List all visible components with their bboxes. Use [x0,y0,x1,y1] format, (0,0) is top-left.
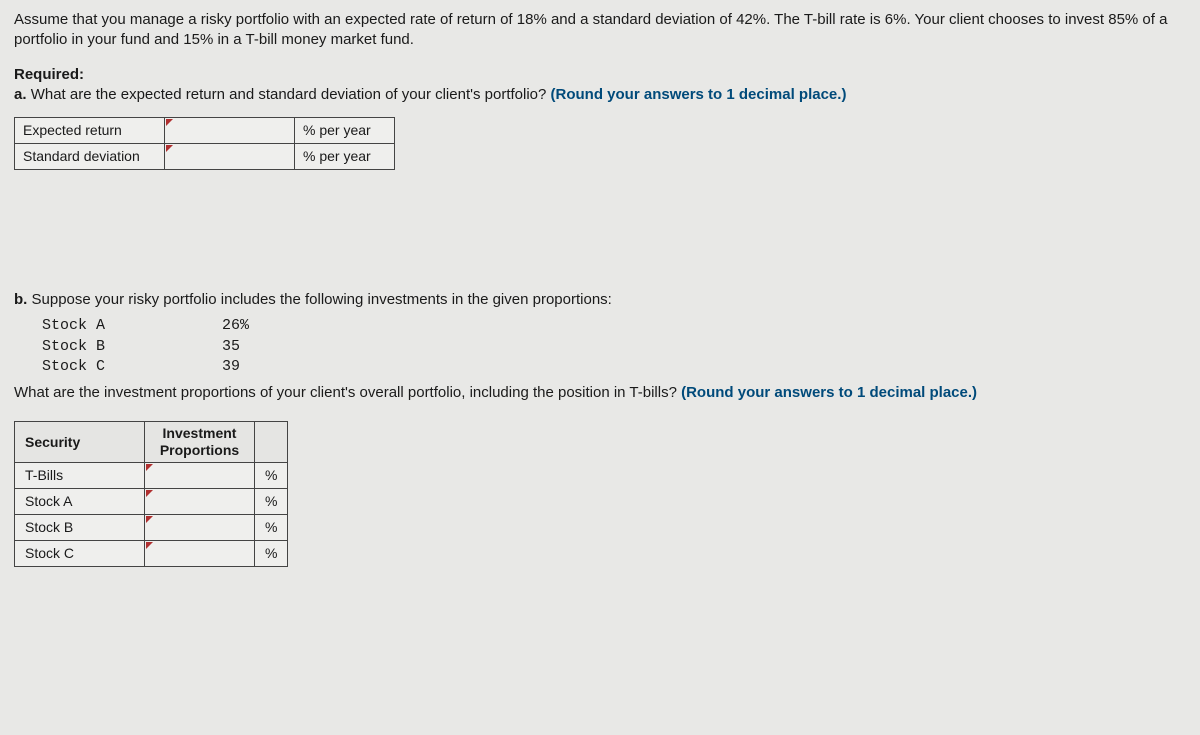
table-row: Stock A % [15,488,288,514]
stock-c-input[interactable] [145,541,254,566]
std-dev-label: Standard deviation [15,144,165,170]
part-b-question: What are the investment proportions of y… [14,383,1186,403]
proportions-header: InvestmentProportions [145,422,255,463]
stock-proportions-list: Stock A 26% Stock B 35 Stock C 39 [42,316,1186,377]
tbills-input-cell[interactable] [145,462,255,488]
stock-b-input[interactable] [145,515,254,540]
tbills-unit: % [255,462,288,488]
expected-return-input[interactable] [165,118,294,143]
required-marker-icon [146,542,153,549]
std-dev-input[interactable] [165,144,294,169]
part-b-intro: Suppose your risky portfolio includes th… [32,291,612,308]
expected-return-label: Expected return [15,118,165,144]
tbills-input[interactable] [145,463,254,488]
required-marker-icon [166,145,173,152]
stock-a-input-cell[interactable] [145,488,255,514]
table-row: Stock B % [15,514,288,540]
expected-return-input-cell[interactable] [165,118,295,144]
problem-intro: Assume that you manage a risky portfolio… [14,10,1186,51]
stock-b-label: Stock B [15,514,145,540]
required-block: Required: a. What are the expected retur… [14,65,1186,106]
expected-return-unit: % per year [295,118,395,144]
stock-b-input-cell[interactable] [145,514,255,540]
table-header-row: Security InvestmentProportions [15,422,288,463]
std-dev-input-cell[interactable] [165,144,295,170]
table-row: T-Bills % [15,462,288,488]
tbills-label: T-Bills [15,462,145,488]
stock-c-label: Stock C [15,540,145,566]
security-header: Security [15,422,145,463]
part-a-hint: (Round your answers to 1 decimal place.) [551,86,847,103]
stock-c-unit: % [255,540,288,566]
part-a-text: What are the expected return and standar… [31,86,551,103]
part-b-block: b. Suppose your risky portfolio includes… [14,290,1186,567]
stock-c-input-cell[interactable] [145,540,255,566]
table-row: Standard deviation % per year [15,144,395,170]
part-b-text: What are the investment proportions of y… [14,384,681,401]
required-marker-icon [146,516,153,523]
required-marker-icon [146,490,153,497]
table-row: Expected return % per year [15,118,395,144]
required-marker-icon [146,464,153,471]
part-a-table: Expected return % per year Standard devi… [14,117,395,170]
part-a-marker: a. [14,86,27,103]
std-dev-unit: % per year [295,144,395,170]
stock-b-unit: % [255,514,288,540]
part-b-hint: (Round your answers to 1 decimal place.) [681,384,977,401]
stock-a-input[interactable] [145,489,254,514]
unit-header [255,422,288,463]
required-label: Required: [14,66,84,83]
stock-a-label: Stock A [15,488,145,514]
part-a-question: a. What are the expected return and stan… [14,86,846,103]
table-row: Stock C % [15,540,288,566]
part-b-marker: b. [14,291,27,308]
stock-a-unit: % [255,488,288,514]
required-marker-icon [166,119,173,126]
proportions-table: Security InvestmentProportions T-Bills %… [14,421,288,567]
